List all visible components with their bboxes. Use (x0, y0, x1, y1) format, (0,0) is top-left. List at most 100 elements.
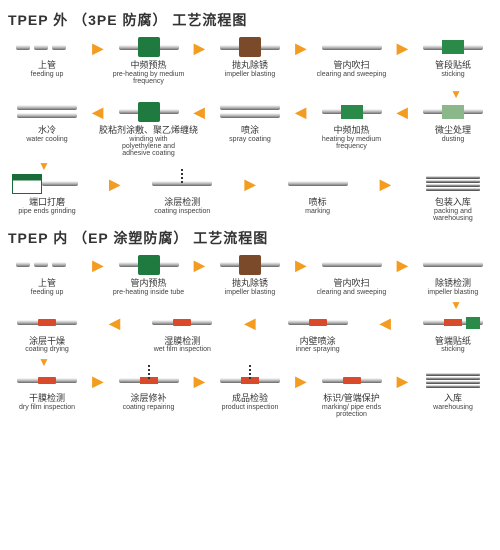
step-label-zh: 胶粘剂涂敷、聚乙烯缠绕 (99, 126, 198, 136)
step-icon (418, 171, 488, 197)
step-label-zh: 管端贴纸 (435, 337, 471, 347)
step-label-zh: 中频预热 (130, 61, 166, 71)
step-label-zh: 微尘处理 (435, 126, 471, 136)
flow-arrow-right: ▶ (240, 171, 260, 199)
step-label-zh: 中频加热 (333, 126, 369, 136)
step-label-zh: 干膜检测 (29, 394, 65, 404)
step-label-en: packing and warehousing (414, 208, 492, 222)
flow-step: 成品检验 product inspection (211, 367, 289, 411)
step-icon (418, 99, 488, 125)
flow-arrow-right: ▶ (291, 367, 311, 395)
flow-step: 管内预热 pre-heating inside tube (110, 252, 188, 296)
step-label-en: feeding up (31, 71, 64, 78)
step-label-zh: 包装入库 (435, 198, 471, 208)
step-icon (12, 99, 82, 125)
flow-step: 标识/管端保护 marking/ pipe ends protection (313, 367, 391, 418)
flow-arrow-right: ▶ (392, 367, 412, 395)
step-label-en: clearing and sweeping (317, 289, 387, 296)
step-label-zh: 标识/管端保护 (323, 394, 380, 404)
flow-step: 上管 feeding up (8, 34, 86, 78)
step-icon (317, 99, 387, 125)
step-icon (283, 310, 353, 336)
flow-connector: ▼ (8, 159, 492, 171)
flow-step: 内壁喷涂 inner spraying (279, 310, 357, 354)
step-icon (147, 310, 217, 336)
flow-step: 抛丸除锈 impeller blasting (211, 252, 289, 296)
flow-arrow-left: ◀ (291, 99, 311, 127)
flow-step: 胶粘剂涂敷、聚乙烯缠绕 winding with polyethylene an… (110, 99, 188, 157)
step-label-en: pre-heating inside tube (113, 289, 184, 296)
step-label-zh: 管段贴纸 (435, 61, 471, 71)
step-icon (114, 99, 184, 125)
step-label-zh: 除锈检测 (435, 279, 471, 289)
flow-arrow-left: ◀ (375, 310, 395, 338)
flow-arrow-left: ◀ (392, 99, 412, 127)
step-label-en: impeller blasting (225, 289, 276, 296)
flow-arrow-left: ◀ (105, 310, 125, 338)
flow-step: 管端贴纸 sticking (414, 310, 492, 354)
chart2-row-0: 上管 feeding up ▶ 管内预热 pre-heating inside … (8, 252, 492, 296)
step-label-en: dusting (442, 136, 465, 143)
flow-step: 管内吹扫 clearing and sweeping (313, 252, 391, 296)
step-label-zh: 管内预热 (130, 279, 166, 289)
chart1-row-1: 水冷 water cooling ◀ 胶粘剂涂敷、聚乙烯缠绕 winding w… (8, 99, 492, 157)
flow-arrow-right: ▶ (291, 252, 311, 280)
step-label-zh: 入库 (444, 394, 462, 404)
step-label-en: pre-heating by medium frequency (110, 71, 188, 85)
flow-arrow-right: ▶ (189, 34, 209, 62)
step-icon (317, 252, 387, 278)
flow-step: 喷标 marking (279, 171, 357, 215)
step-label-en: winding with polyethylene and adhesive c… (110, 136, 188, 157)
step-label-en: feeding up (31, 289, 64, 296)
flow-arrow-right: ▶ (375, 171, 395, 199)
step-label-en: warehousing (433, 404, 473, 411)
flow-step: 入库 warehousing (414, 367, 492, 411)
step-icon (12, 171, 82, 197)
flow-arrow-right: ▶ (105, 171, 125, 199)
flow-step: 湿膜检测 wet film inspection (143, 310, 221, 354)
step-icon (418, 367, 488, 393)
flow-step: 抛丸除锈 impeller blasting (211, 34, 289, 78)
step-label-zh: 涂层修补 (130, 394, 166, 404)
chart1-row-2: 端口打磨 pipe ends grinding ▶ 涂层检测 coating i… (8, 171, 492, 222)
flow-step: 喷涂 spray coating (211, 99, 289, 143)
step-label-zh: 成品检验 (232, 394, 268, 404)
step-label-en: pipe ends grinding (18, 208, 75, 215)
chart2-title: TPEP 内 （EP 涂塑防腐） 工艺流程图 (8, 228, 492, 248)
step-icon (215, 367, 285, 393)
step-label-en: sticking (441, 71, 464, 78)
flow-arrow-right: ▶ (291, 34, 311, 62)
step-label-en: coating drying (25, 346, 69, 353)
flow-step: 水冷 water cooling (8, 99, 86, 143)
step-label-zh: 水冷 (38, 126, 56, 136)
flow-step: 包装入库 packing and warehousing (414, 171, 492, 222)
step-icon (418, 252, 488, 278)
flow-step: 除锈检测 impeller blasting (414, 252, 492, 296)
flow-step: 中频预热 pre-heating by medium frequency (110, 34, 188, 85)
step-icon (215, 99, 285, 125)
flow-step: 涂层检测 coating inspection (143, 171, 221, 215)
flow-step: 干膜检测 dry film inspection (8, 367, 86, 411)
flow-arrow-right: ▶ (189, 367, 209, 395)
step-label-en: water cooling (26, 136, 67, 143)
step-icon (114, 252, 184, 278)
step-icon (317, 34, 387, 60)
flow-arrow-right: ▶ (392, 34, 412, 62)
flow-step: 上管 feeding up (8, 252, 86, 296)
step-icon (12, 252, 82, 278)
flow-step: 涂层干燥 coating drying (8, 310, 86, 354)
step-label-en: product inspection (222, 404, 279, 411)
step-icon (12, 34, 82, 60)
step-label-zh: 涂层干燥 (29, 337, 65, 347)
step-label-en: coating repairing (123, 404, 175, 411)
step-label-zh: 上管 (38, 61, 56, 71)
step-label-en: clearing and sweeping (317, 71, 387, 78)
step-label-zh: 上管 (38, 279, 56, 289)
step-label-en: marking/ pipe ends protection (313, 404, 391, 418)
step-label-en: heating by medium frequency (313, 136, 391, 150)
flow-step: 管段贴纸 sticking (414, 34, 492, 78)
step-label-zh: 内壁喷涂 (300, 337, 336, 347)
flow-step: 涂层修补 coating repairing (110, 367, 188, 411)
flow-arrow-left: ◀ (189, 99, 209, 127)
step-label-en: coating inspection (154, 208, 210, 215)
